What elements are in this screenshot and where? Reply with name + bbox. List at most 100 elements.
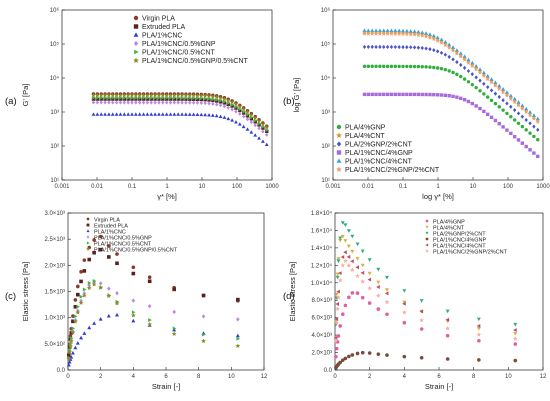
data-point (229, 99, 235, 105)
data-point (334, 354, 338, 359)
data-point (122, 92, 127, 98)
data-point (115, 252, 119, 256)
data-point (242, 109, 246, 114)
data-point (141, 112, 146, 116)
data-point (360, 350, 365, 355)
data-point (347, 354, 351, 359)
data-point (419, 355, 424, 360)
data-point (455, 48, 459, 52)
data-point (130, 112, 134, 116)
data-point (455, 72, 459, 77)
panel-label: (c) (5, 291, 16, 302)
data-point (389, 28, 394, 32)
data-point (462, 57, 467, 62)
data-point (206, 93, 212, 99)
y-tick-label: 10³ (50, 110, 59, 116)
data-point (486, 85, 490, 90)
y-tick-label: 10⁵ (50, 41, 60, 48)
x-tick-label: 2 (368, 374, 372, 380)
data-point (126, 97, 130, 101)
data-point (236, 297, 240, 302)
data-point (91, 100, 96, 105)
data-point (66, 362, 71, 367)
data-point (447, 94, 451, 98)
data-point (237, 122, 242, 126)
data-point (420, 92, 424, 97)
series-4 (67, 279, 241, 360)
data-point (153, 112, 157, 116)
data-point (67, 349, 73, 355)
data-point (230, 107, 234, 112)
data-point (355, 265, 359, 270)
data-point (188, 96, 192, 100)
data-point (493, 83, 498, 88)
legend-entry: PLA/1%CNC/0.5%CNT (94, 241, 152, 247)
data-point (350, 291, 355, 295)
data-point (66, 356, 72, 362)
data-point (73, 304, 78, 309)
data-point (156, 92, 162, 98)
data-point (226, 102, 230, 106)
data-point (477, 70, 483, 75)
data-point (428, 65, 432, 69)
data-point (381, 31, 387, 36)
data-point (201, 314, 206, 319)
data-point (439, 50, 444, 55)
data-point (188, 97, 192, 101)
data-point (340, 262, 346, 268)
data-point (201, 293, 206, 298)
data-point (419, 309, 424, 314)
data-point (524, 144, 528, 149)
y-tick-label: 10¹ (321, 178, 330, 184)
data-point (82, 269, 87, 273)
series-0 (334, 291, 518, 359)
data-point (505, 90, 509, 94)
data-point (147, 303, 152, 309)
data-point (513, 322, 518, 327)
data-point (445, 309, 450, 314)
data-point (131, 271, 136, 276)
legend-entry: PLA/2%GNP/2%CNT (345, 141, 413, 148)
data-point (373, 31, 379, 36)
data-point (528, 148, 532, 152)
data-point (402, 320, 407, 325)
data-point (67, 353, 71, 358)
data-point (91, 281, 97, 287)
series-1 (67, 247, 240, 358)
data-point (416, 29, 421, 34)
data-point (98, 281, 103, 286)
data-point (362, 92, 367, 97)
data-point (435, 66, 440, 70)
x-tick-label: 10 (470, 184, 477, 190)
x-tick-label: 0.001 (325, 184, 341, 190)
data-point (99, 112, 104, 116)
data-point (122, 96, 127, 100)
data-point (245, 114, 250, 118)
data-point (347, 295, 351, 300)
data-point (192, 96, 196, 100)
y-tick-label: 2.0×10³ (311, 351, 332, 357)
data-point (486, 95, 490, 99)
data-point (245, 127, 250, 131)
data-point (396, 31, 402, 36)
series-5 (66, 281, 241, 362)
data-point (76, 284, 80, 289)
legend-entry: PLA/1%CNC/0.5%GNP/0.5%CNT (94, 247, 178, 253)
data-point (199, 112, 204, 117)
data-point (92, 96, 96, 100)
data-point (111, 100, 115, 105)
data-point (412, 45, 417, 50)
y-tick-label: 1.5×10³ (44, 290, 65, 296)
data-point (87, 325, 92, 330)
legend-marker (336, 158, 342, 163)
x-tick-label: 0.001 (54, 184, 70, 190)
data-point (532, 134, 536, 139)
data-point (446, 45, 452, 50)
data-point (70, 330, 76, 335)
data-point (249, 112, 254, 117)
data-point (98, 92, 104, 98)
data-point (374, 92, 378, 97)
data-point (367, 285, 373, 291)
data-point (340, 221, 345, 225)
